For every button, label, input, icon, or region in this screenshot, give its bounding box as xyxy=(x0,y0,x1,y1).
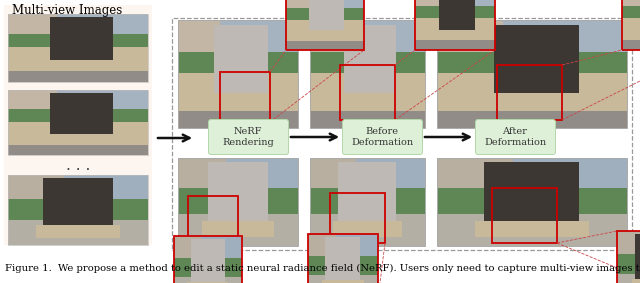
Bar xyxy=(622,0,640,50)
FancyBboxPatch shape xyxy=(342,119,422,155)
Bar xyxy=(310,20,425,128)
Bar xyxy=(172,18,632,250)
Text: After
Deformation: After Deformation xyxy=(484,127,546,147)
Text: Figure 1.  We propose a method to edit a static neural radiance field (NeRF). Us: Figure 1. We propose a method to edit a … xyxy=(5,264,640,273)
Bar xyxy=(8,90,148,155)
Bar xyxy=(415,0,495,50)
Bar xyxy=(178,158,298,246)
Bar xyxy=(188,196,238,241)
Bar xyxy=(330,193,385,243)
Bar xyxy=(8,14,148,82)
Bar xyxy=(308,234,378,283)
Bar xyxy=(492,188,557,243)
Text: Multi-view Images: Multi-view Images xyxy=(12,4,122,17)
Bar xyxy=(4,5,152,245)
FancyBboxPatch shape xyxy=(209,119,289,155)
Bar xyxy=(220,72,270,122)
Bar xyxy=(340,65,395,120)
Bar xyxy=(437,158,627,246)
Bar xyxy=(437,20,627,128)
FancyBboxPatch shape xyxy=(476,119,556,155)
Text: Before
Deformation: Before Deformation xyxy=(351,127,413,147)
Bar xyxy=(286,0,364,50)
Text: NeRF
Rendering: NeRF Rendering xyxy=(222,127,274,147)
Text: · · ·: · · · xyxy=(66,163,90,178)
Bar xyxy=(8,175,148,245)
Bar xyxy=(174,236,242,283)
Bar xyxy=(497,65,562,120)
Bar xyxy=(178,20,298,128)
Bar xyxy=(310,158,425,246)
Bar xyxy=(617,231,640,283)
